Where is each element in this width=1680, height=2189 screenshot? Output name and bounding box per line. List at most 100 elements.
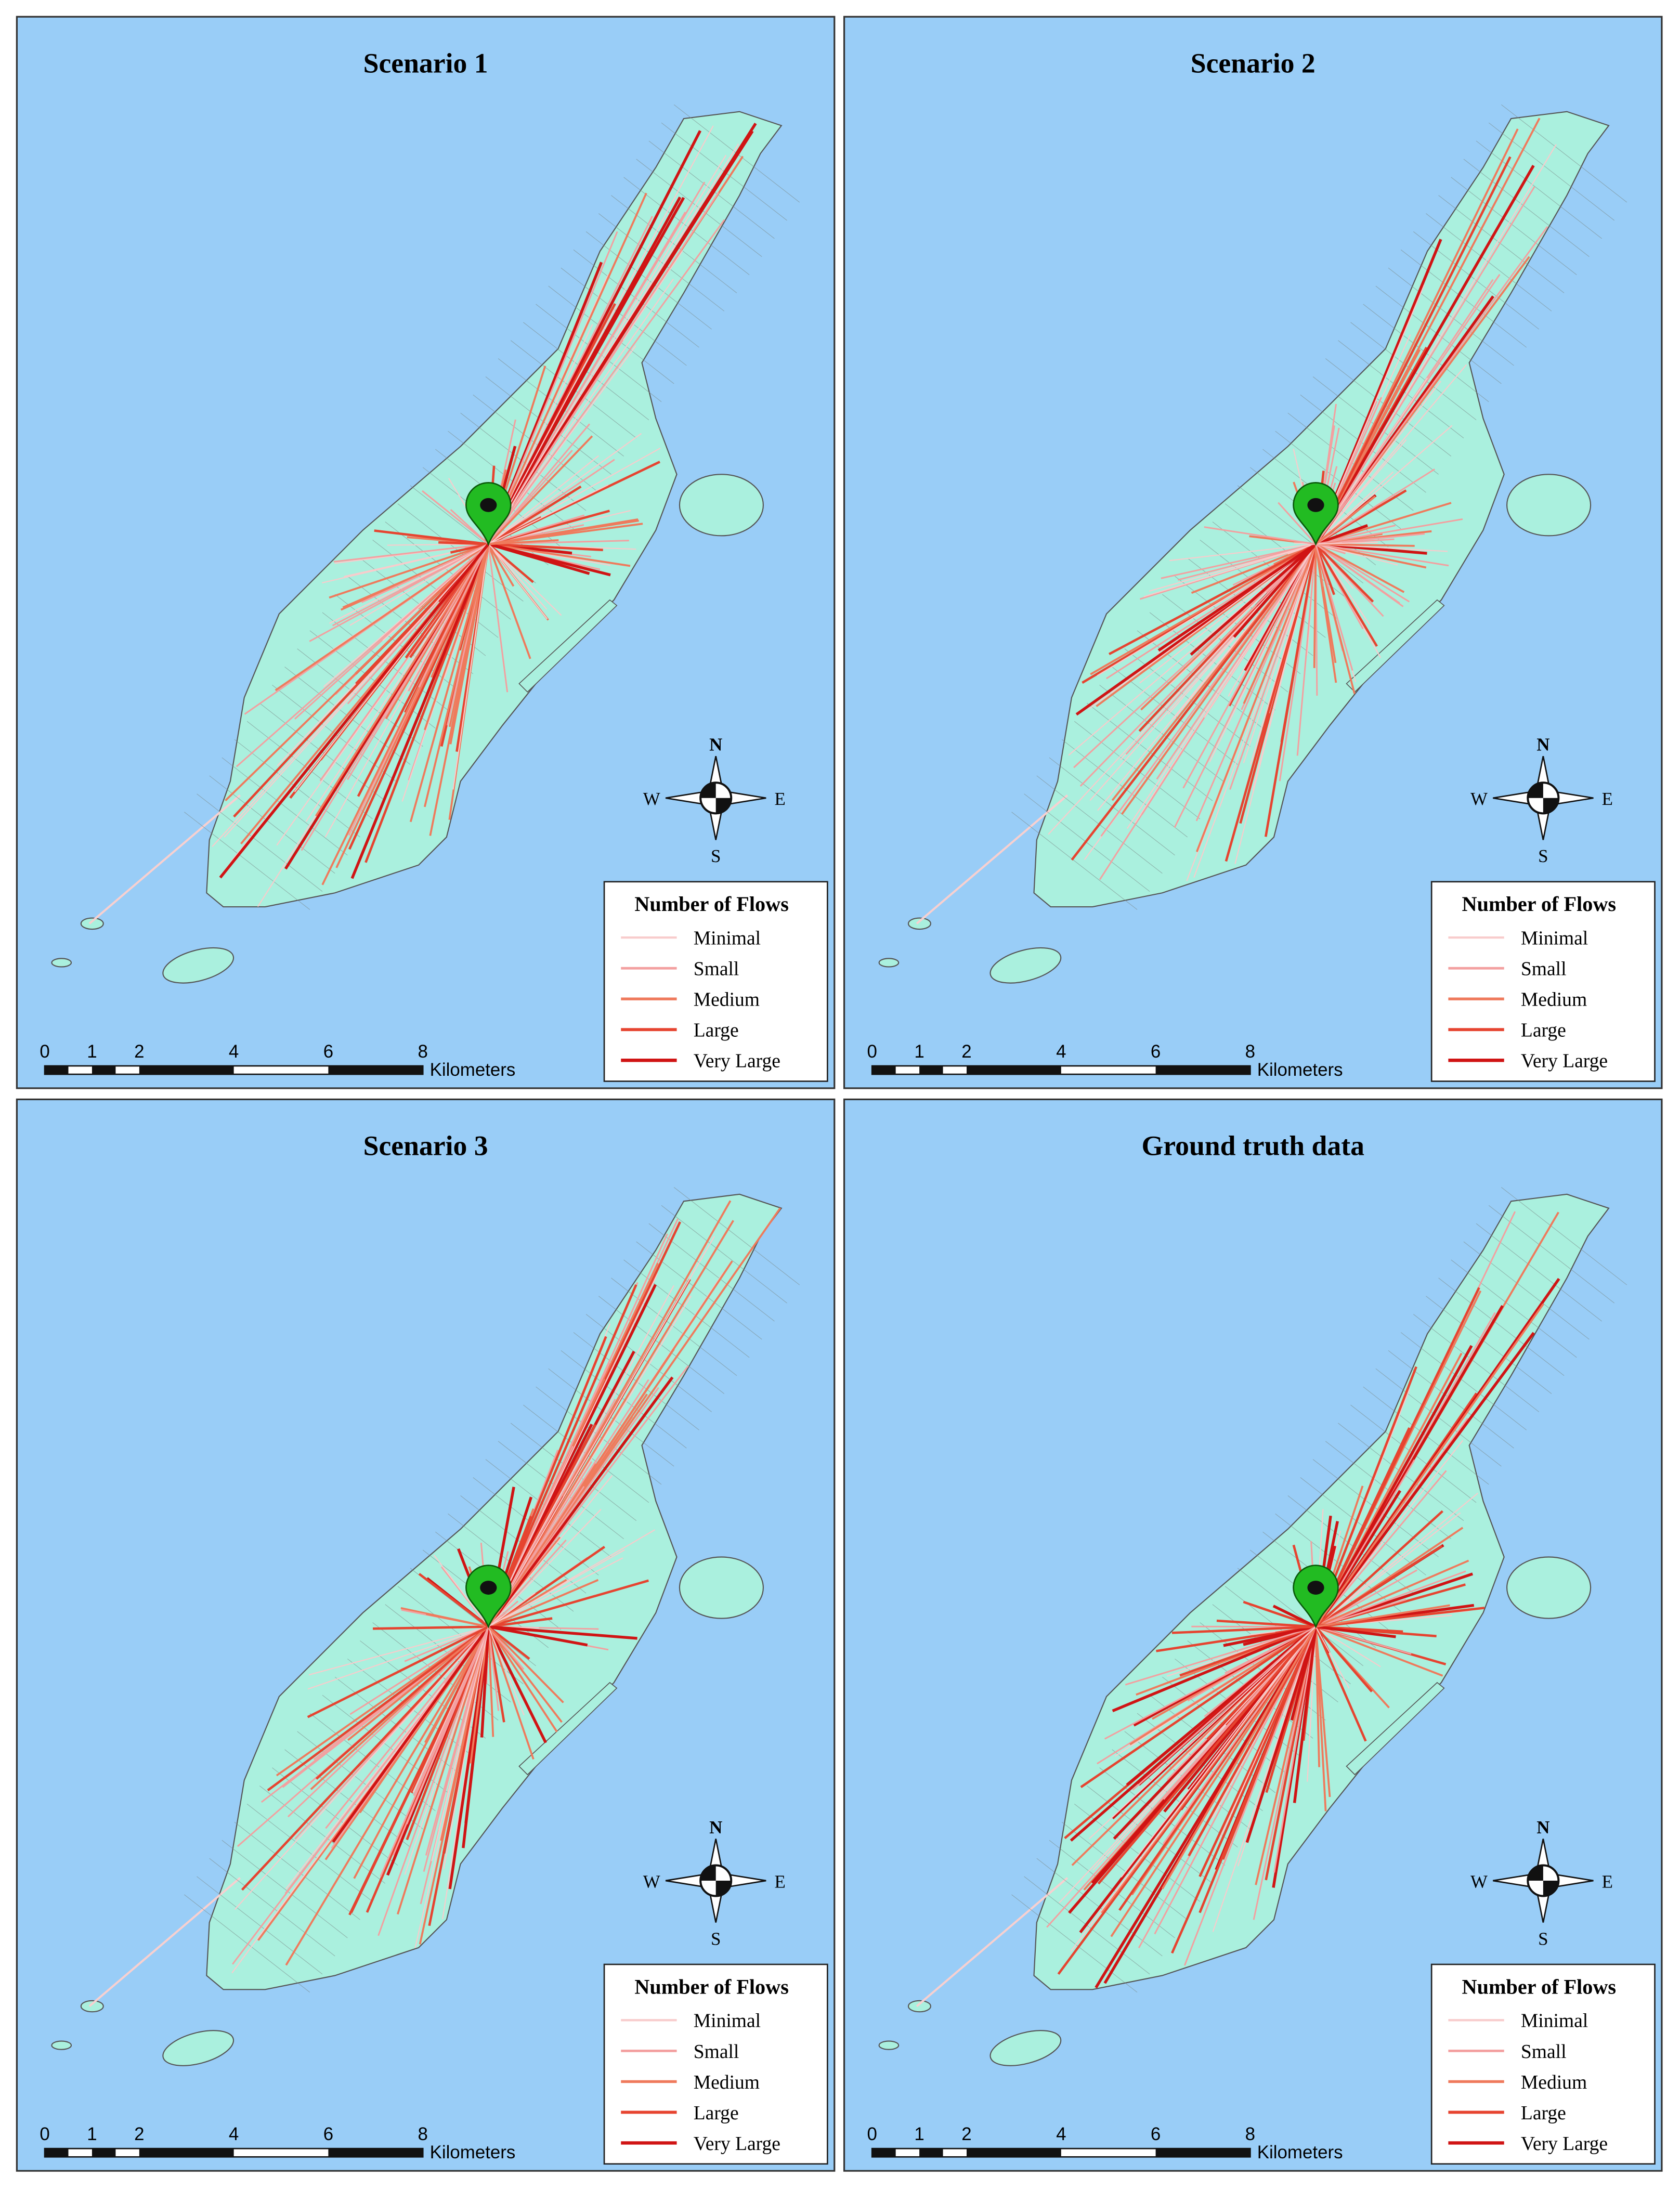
legend-label: Medium <box>694 2072 760 2093</box>
street <box>197 1876 323 1975</box>
flow-line <box>488 1617 553 1628</box>
street <box>510 1423 637 1521</box>
flow-line <box>426 1613 489 1628</box>
legend-box <box>1430 881 1656 1082</box>
legend-label: Very Large <box>694 2133 780 2155</box>
legend-label: Minimal <box>1521 2011 1588 2032</box>
flow-line <box>1225 543 1317 862</box>
street <box>209 775 335 874</box>
flow-line <box>487 1626 500 1711</box>
street <box>1426 1296 1552 1394</box>
flow-line <box>275 543 489 692</box>
flow-line <box>1316 543 1398 566</box>
street <box>1488 122 1615 221</box>
scale-segment <box>139 1065 234 1075</box>
flow-line <box>1280 544 1317 742</box>
scale-tick-label: 2 <box>961 2124 971 2144</box>
flow-line <box>487 1376 674 1628</box>
flow-line <box>1316 1626 1412 1655</box>
flow-line <box>1195 543 1317 852</box>
flow-line <box>1278 502 1317 545</box>
street <box>1463 159 1590 257</box>
street <box>561 1350 687 1449</box>
flow-line <box>487 544 509 693</box>
flow-line <box>1315 1572 1474 1628</box>
flow-line <box>487 543 531 659</box>
legend-label: Minimal <box>1521 928 1588 949</box>
street <box>636 1241 762 1340</box>
compass-e: E <box>774 1871 785 1892</box>
flow-line <box>487 1284 637 1627</box>
flow-line <box>1090 543 1317 675</box>
street <box>222 757 348 856</box>
legend-label: Large <box>694 1020 739 1041</box>
flow-line <box>488 1545 605 1628</box>
flow-line <box>1313 544 1317 668</box>
flow-line <box>1161 543 1316 579</box>
flow-line <box>487 1626 558 1732</box>
flow-line <box>488 219 725 545</box>
flow-line <box>488 1592 536 1627</box>
street <box>648 140 775 239</box>
flow-line <box>487 1626 494 1737</box>
flow-line <box>1079 543 1317 787</box>
compass-e: E <box>1602 1871 1613 1892</box>
scale-segment <box>872 2148 896 2157</box>
flow-line <box>487 543 534 583</box>
street <box>1413 231 1540 330</box>
flow-line <box>1193 544 1317 878</box>
flow-line <box>1316 543 1449 567</box>
compass-quarter <box>700 783 732 814</box>
flow-line <box>487 435 593 545</box>
scale-tick-label: 8 <box>418 2124 428 2144</box>
flow-line <box>373 1625 489 1630</box>
flow-line <box>1199 1626 1317 1913</box>
flow-line <box>1171 1625 1316 1634</box>
flow-line <box>1315 1626 1350 1689</box>
bridge <box>916 794 1069 924</box>
flow-line <box>488 447 661 545</box>
flow-line <box>1139 543 1317 684</box>
flow-line <box>1089 1626 1317 1840</box>
panel-title: Scenario 1 <box>363 48 488 79</box>
flow-line <box>225 543 489 802</box>
flow-line <box>488 1600 519 1627</box>
street <box>548 1368 674 1467</box>
street <box>536 304 662 402</box>
scale-tick-label: 1 <box>87 1041 97 1062</box>
flow-line <box>347 543 489 780</box>
street <box>259 1786 386 1884</box>
flow-line <box>418 1573 489 1628</box>
flow-line <box>287 1626 489 1818</box>
flow-line <box>1206 1626 1317 1740</box>
legend-title: Number of Flows <box>634 892 789 916</box>
flow-line <box>1229 543 1317 790</box>
street <box>184 812 310 910</box>
flow-line <box>350 1626 490 1913</box>
legend-label: Small <box>1521 2041 1567 2063</box>
scale-unit: Kilometers <box>430 1060 516 1080</box>
scale-tick-label: 1 <box>914 1041 924 1062</box>
flow-line <box>1132 1626 1317 1791</box>
flow-line <box>285 1626 489 1966</box>
scale-tick-label: 8 <box>1245 1041 1255 1062</box>
legend-title: Number of Flows <box>1462 892 1617 916</box>
scale-tick-label: 2 <box>134 2124 144 2144</box>
flow-line <box>422 490 489 545</box>
flow-line <box>488 1549 625 1627</box>
flow-line <box>409 543 490 823</box>
pin-dot <box>1307 1581 1324 1595</box>
island <box>51 2040 72 2050</box>
flow-line <box>1315 543 1410 603</box>
scale-unit: Kilometers <box>1257 2142 1343 2162</box>
island <box>679 474 764 537</box>
flow-line <box>1316 1607 1485 1628</box>
compass-n: N <box>709 735 722 755</box>
compass-s: S <box>1538 1929 1548 1949</box>
flow-line <box>1250 544 1317 765</box>
street <box>1476 140 1602 239</box>
flow-line <box>325 1626 489 1829</box>
flow-line <box>488 543 562 616</box>
flow-line <box>1190 543 1317 656</box>
street <box>661 1205 787 1304</box>
